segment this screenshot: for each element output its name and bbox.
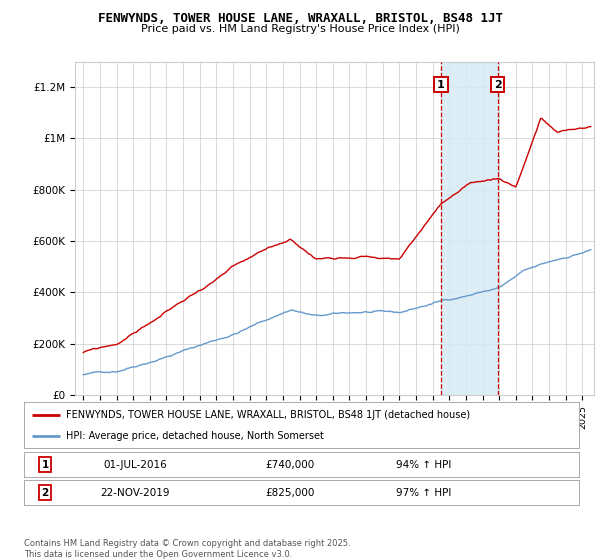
Text: 1: 1 — [437, 80, 445, 90]
Text: Price paid vs. HM Land Registry's House Price Index (HPI): Price paid vs. HM Land Registry's House … — [140, 24, 460, 34]
Bar — [441, 62, 497, 395]
Text: 97% ↑ HPI: 97% ↑ HPI — [396, 488, 451, 498]
Text: £740,000: £740,000 — [266, 460, 315, 470]
Text: Contains HM Land Registry data © Crown copyright and database right 2025.
This d: Contains HM Land Registry data © Crown c… — [24, 539, 350, 559]
Text: 2: 2 — [494, 80, 502, 90]
Text: 01-JUL-2016: 01-JUL-2016 — [103, 460, 167, 470]
Text: 2: 2 — [41, 488, 49, 498]
Text: £825,000: £825,000 — [266, 488, 315, 498]
Text: HPI: Average price, detached house, North Somerset: HPI: Average price, detached house, Nort… — [65, 431, 323, 441]
Text: 94% ↑ HPI: 94% ↑ HPI — [396, 460, 451, 470]
Text: FENWYNDS, TOWER HOUSE LANE, WRAXALL, BRISTOL, BS48 1JT: FENWYNDS, TOWER HOUSE LANE, WRAXALL, BRI… — [97, 12, 503, 25]
Text: 22-NOV-2019: 22-NOV-2019 — [100, 488, 170, 498]
Text: 1: 1 — [41, 460, 49, 470]
Text: FENWYNDS, TOWER HOUSE LANE, WRAXALL, BRISTOL, BS48 1JT (detached house): FENWYNDS, TOWER HOUSE LANE, WRAXALL, BRI… — [65, 410, 470, 420]
